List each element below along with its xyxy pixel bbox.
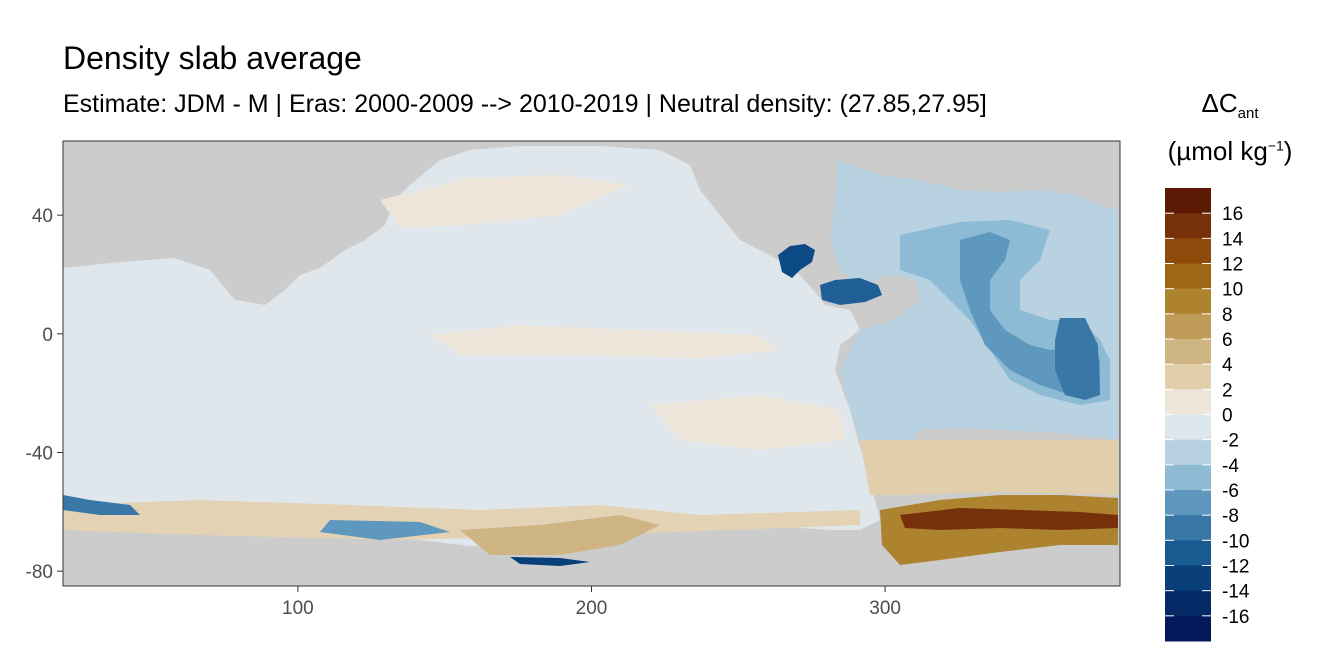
legend-swatch	[1165, 389, 1211, 415]
legend-swatch	[1165, 464, 1211, 491]
y-tick-label: -80	[26, 562, 53, 583]
legend-swatch	[1165, 313, 1211, 340]
x-tick-label: 300	[869, 598, 901, 619]
legend-swatch	[1165, 288, 1211, 315]
ocean-weddell-core	[900, 508, 1118, 530]
ocean-southern-atlantic-transition	[860, 440, 1118, 495]
ocean-ross-deep	[510, 557, 590, 566]
legend-label: 10	[1222, 280, 1243, 301]
legend-swatch	[1165, 540, 1211, 566]
legend-swatch	[1165, 439, 1211, 466]
legend-label: 16	[1222, 204, 1243, 225]
x-tick-label: 100	[282, 598, 314, 619]
legend-label: -4	[1222, 456, 1239, 477]
ocean-ross-sector	[460, 515, 660, 555]
map-panel	[63, 141, 1120, 586]
ocean-east-antarctic-edge	[63, 495, 140, 515]
legend-label: 14	[1222, 229, 1244, 250]
x-tick-label: 200	[576, 598, 608, 619]
legend-label: -6	[1222, 481, 1239, 502]
legend-label: 0	[1222, 406, 1233, 427]
legend-label: -14	[1222, 582, 1250, 603]
patch-southern-band	[63, 500, 860, 540]
legend-label: -12	[1222, 557, 1249, 578]
legend-swatch	[1165, 263, 1211, 290]
ocean-amundsen	[320, 520, 450, 540]
legend-label: 4	[1222, 355, 1233, 376]
legend-swatch	[1165, 515, 1211, 541]
legend-label: 8	[1222, 305, 1233, 326]
legend-swatch	[1165, 188, 1211, 214]
legend-swatch	[1165, 238, 1211, 264]
legend-label: 6	[1222, 330, 1233, 351]
legend-label: -2	[1222, 431, 1239, 452]
y-tick-label: -40	[26, 444, 53, 465]
legend-label: 2	[1222, 380, 1233, 401]
legend-label: -8	[1222, 506, 1239, 527]
legend-swatch	[1165, 590, 1211, 617]
legend-swatch	[1165, 414, 1211, 441]
legend-title: ΔCant	[1201, 88, 1259, 123]
legend-swatch	[1165, 565, 1211, 592]
legend-swatch	[1165, 213, 1211, 239]
patch-north-pacific	[380, 175, 630, 228]
legend-swatch	[1165, 364, 1211, 390]
chart-subtitle: Estimate: JDM - M | Eras: 2000-2009 --> …	[63, 90, 987, 118]
patch-equatorial-pacific	[430, 325, 780, 358]
legend-swatch	[1165, 339, 1211, 365]
ocean-caribbean	[820, 278, 882, 305]
ocean-tropical-atlantic-core	[1055, 318, 1100, 400]
ocean-gulf-of-mexico	[778, 244, 815, 278]
legend-label: -16	[1222, 607, 1249, 628]
legend-units: (µmol kg−1)	[1167, 136, 1293, 166]
chart-title: Density slab average	[63, 40, 362, 76]
legend-swatch	[1165, 490, 1211, 516]
legend: 16 14 12 10 8 6 4 2 0 -2 -4 -6 -8 -10 -12 -14 -16	[1165, 188, 1250, 642]
y-tick-label: 40	[32, 206, 53, 227]
y-tick-label: 0	[42, 325, 53, 346]
patch-south-pacific	[650, 395, 845, 450]
legend-swatch	[1165, 615, 1211, 642]
legend-label: 12	[1222, 255, 1243, 276]
legend-label: -10	[1222, 531, 1249, 552]
